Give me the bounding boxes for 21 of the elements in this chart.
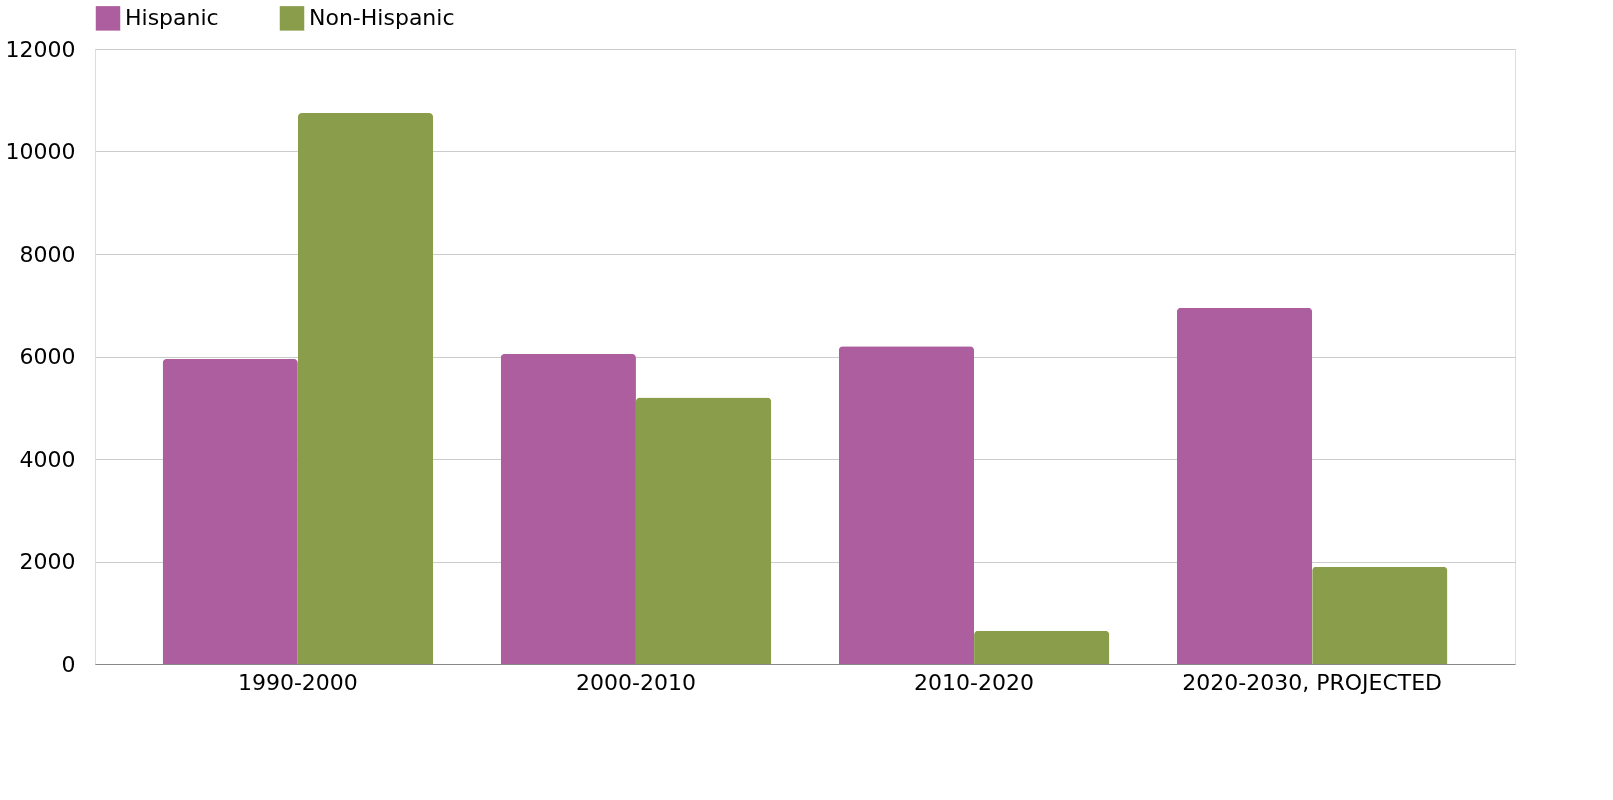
bar xyxy=(1312,566,1448,664)
x-tick-label: 2020-2030, PROJECTED xyxy=(1182,669,1443,695)
y-tick-label: 4000 xyxy=(19,446,76,472)
y-tick-label: 2000 xyxy=(19,549,76,574)
x-tick-label: 1990-2000 xyxy=(237,669,358,695)
y-tick-label: 6000 xyxy=(19,344,76,369)
bar xyxy=(1176,307,1313,664)
bar xyxy=(297,113,434,664)
bar xyxy=(838,346,975,664)
bar xyxy=(162,359,298,664)
bar xyxy=(635,397,772,664)
y-tick-label: 10000 xyxy=(5,139,76,164)
legend-label: Hispanic xyxy=(125,5,219,31)
bar xyxy=(974,630,1110,664)
y-tick-label: 8000 xyxy=(19,241,76,267)
legend-label: Non-Hispanic xyxy=(309,5,455,31)
x-tick-label: 2000-2010 xyxy=(575,669,696,695)
x-tick-label: 2010-2020 xyxy=(914,669,1035,695)
y-tick-label: 12000 xyxy=(5,36,76,62)
bar xyxy=(500,353,636,664)
y-tick-label: 0 xyxy=(61,651,76,677)
